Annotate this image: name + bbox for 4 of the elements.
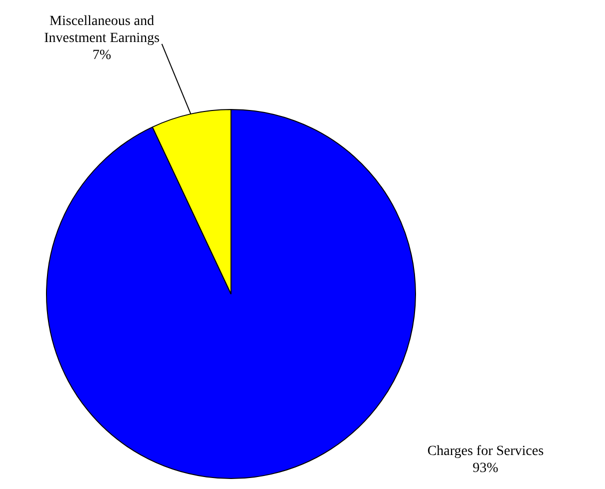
- slice-label: Charges for Services: [427, 444, 544, 460]
- data-label: 93%: [472, 461, 499, 476]
- slice-label: Miscellaneous and Investment Earnings: [44, 14, 160, 46]
- data-label: 7%: [92, 48, 112, 64]
